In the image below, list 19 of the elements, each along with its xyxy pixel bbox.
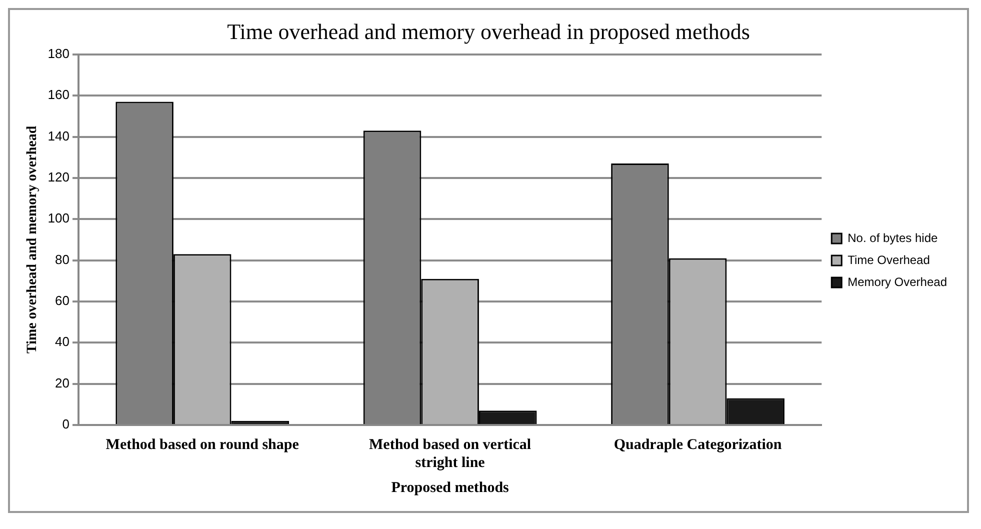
x-tick-label: Method based on round shape: [106, 436, 300, 453]
y-tick-label: 180: [48, 46, 70, 61]
legend-label: Memory Overhead: [848, 274, 948, 289]
y-tick-label: 20: [55, 375, 70, 390]
y-tick-label: 120: [48, 170, 70, 185]
x-tick-label: Method based on vertical stright line: [369, 436, 532, 471]
x-axis-title: Proposed methods: [391, 480, 510, 496]
y-tick-label: 60: [55, 293, 70, 308]
y-axis-title: Time overhead and memory overhead: [25, 126, 40, 354]
y-tick-label: 160: [48, 87, 70, 102]
legend-label: Time Overhead: [848, 252, 930, 267]
x-tick-label: Quadraple Categorization: [614, 436, 782, 453]
legend-label: No. of bytes hide: [848, 230, 938, 245]
y-tick-label: 40: [55, 334, 70, 350]
y-tick-label: 140: [48, 128, 70, 144]
y-tick-label: 80: [55, 252, 70, 267]
y-tick-label: 0: [62, 416, 70, 432]
chart-title: Time overhead and memory overhead in proposed methods: [227, 18, 750, 44]
y-tick-label: 100: [48, 210, 70, 226]
